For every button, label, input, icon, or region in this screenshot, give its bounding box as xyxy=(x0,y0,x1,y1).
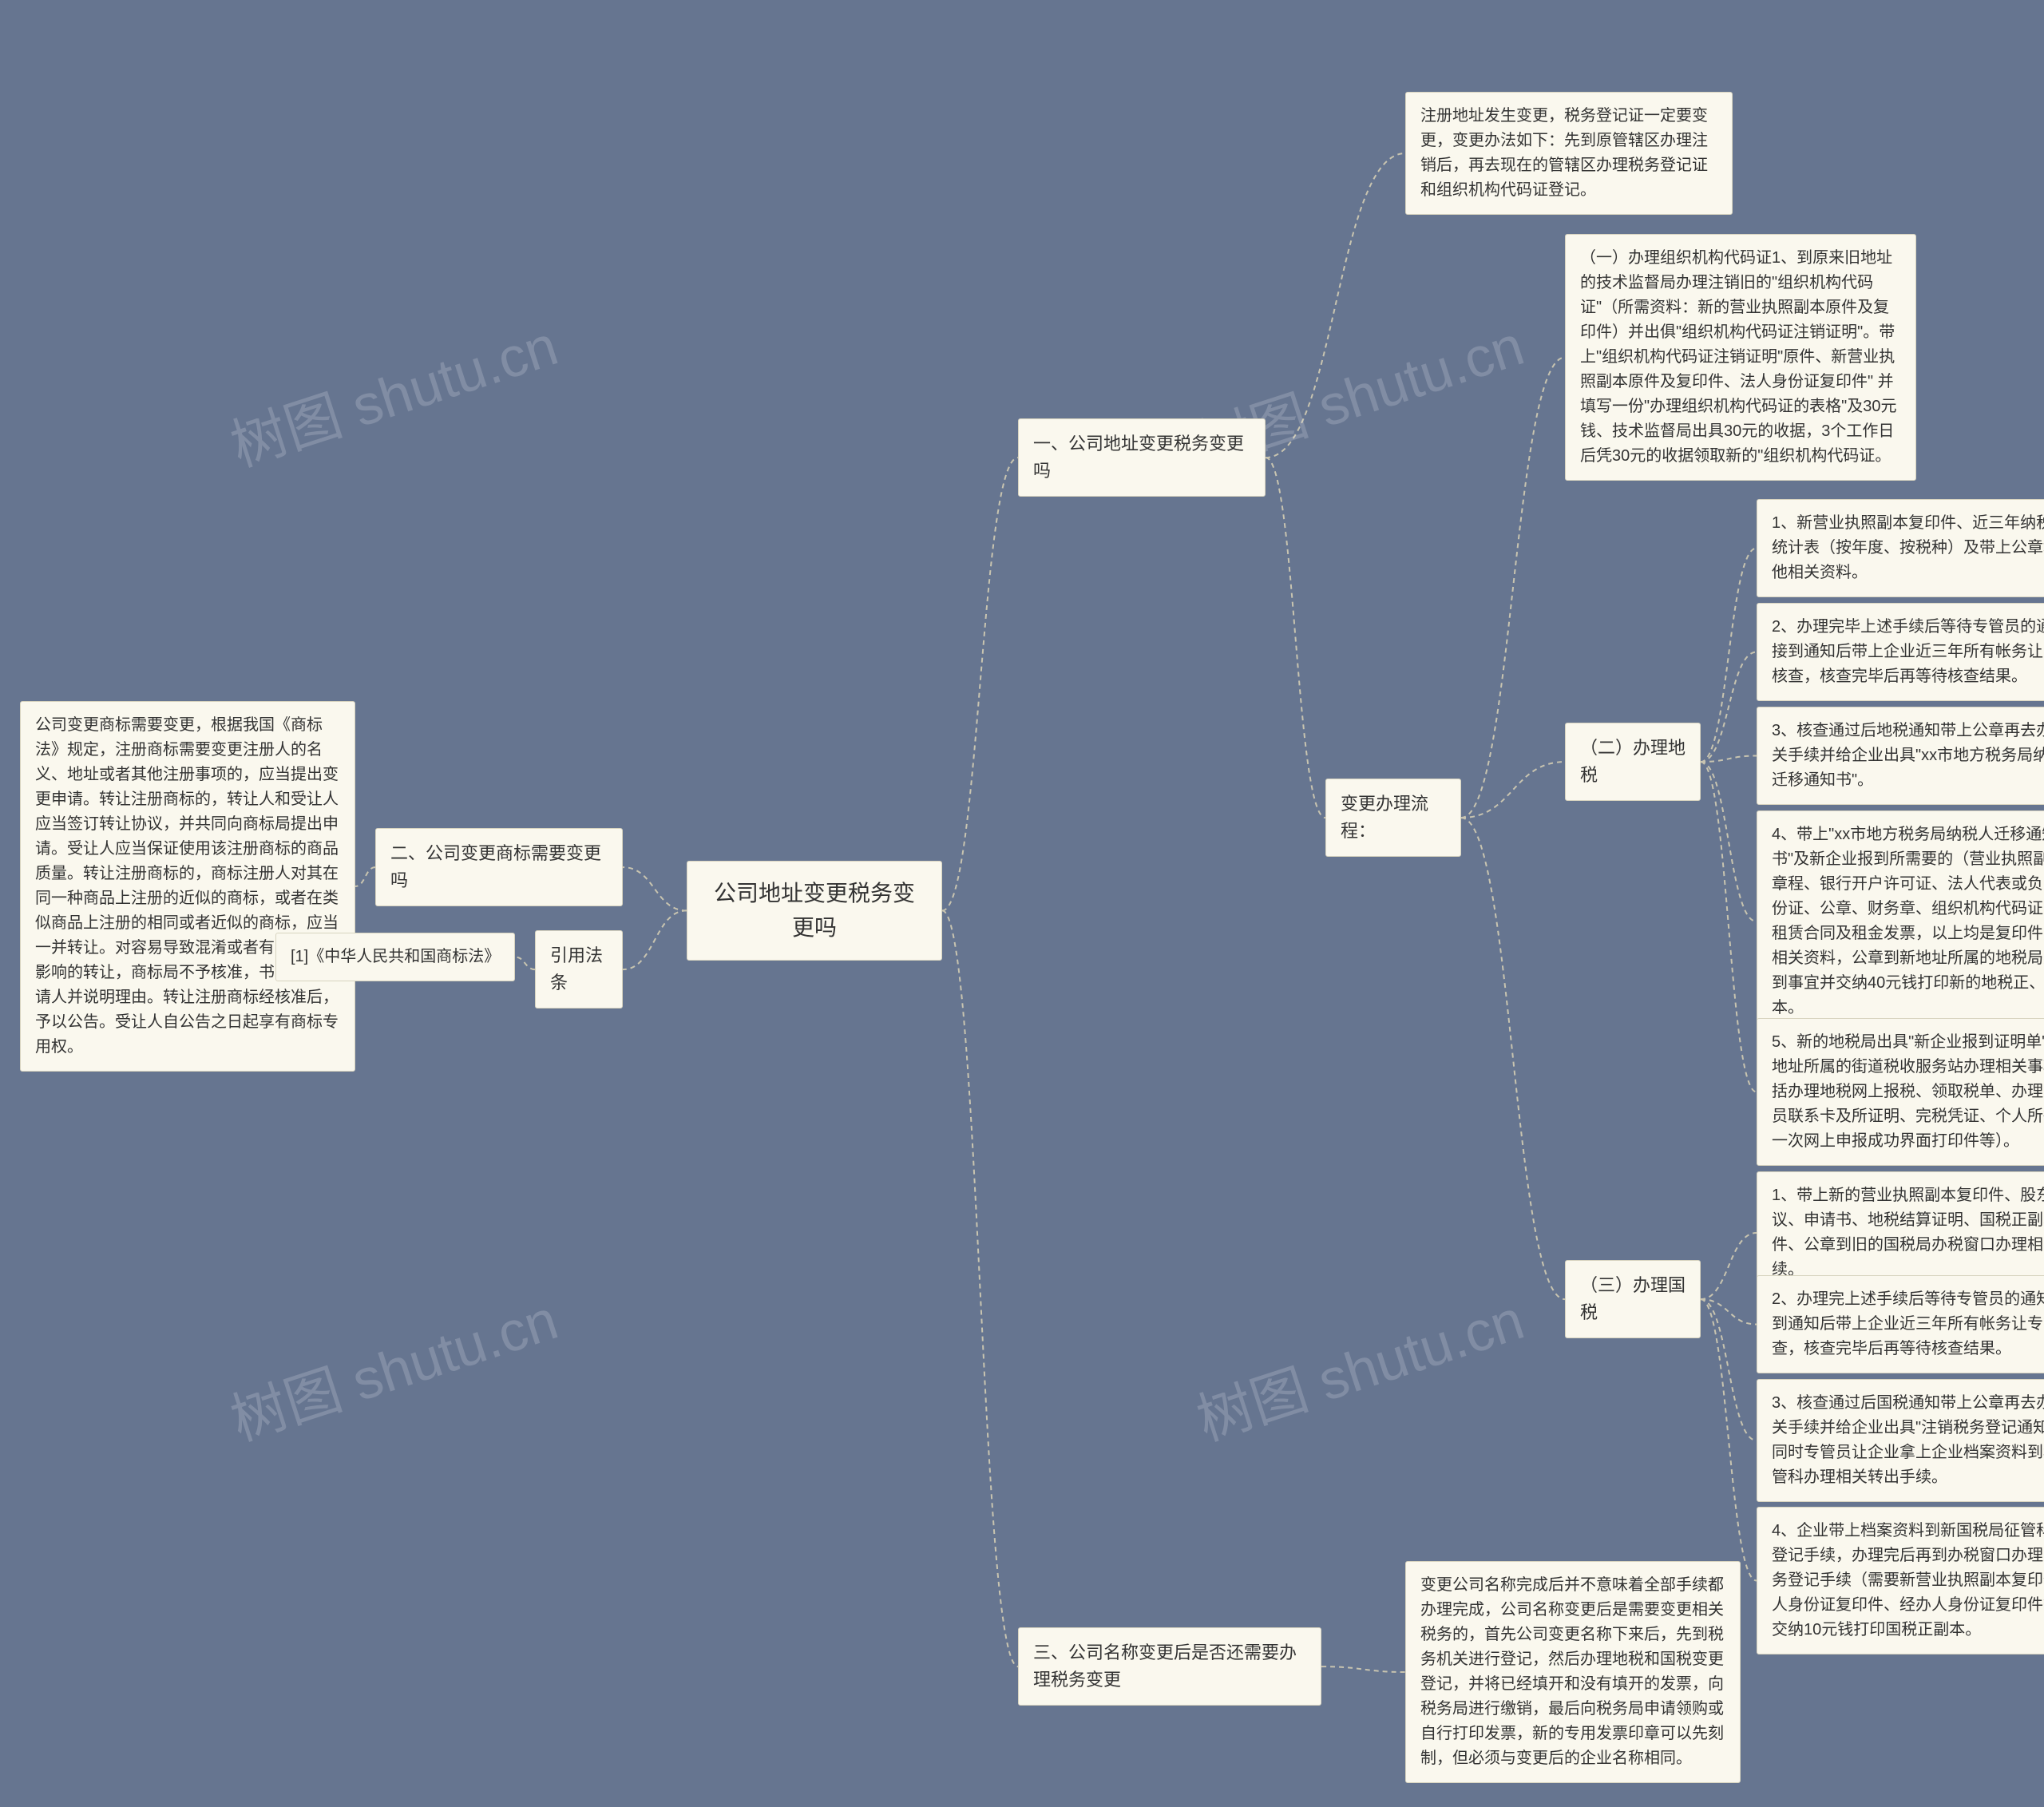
branch-address-tax[interactable]: 一、公司地址变更税务变更吗 xyxy=(1018,418,1266,497)
leaf-trademark-detail[interactable]: 公司变更商标需要变更，根据我国《商标法》规定，注册商标需要变更注册人的名义、地址… xyxy=(20,701,355,1072)
watermark: 树图 shutu.cn xyxy=(220,301,567,482)
leaf-local-tax-3[interactable]: 3、核查通过后地税通知带上公章再去办理相关手续并给企业出具"xx市地方税务局纳税… xyxy=(1757,707,2044,805)
leaf-national-tax-4[interactable]: 4、企业带上档案资料到新国税局征管科办理登记手续，办理完后再到办税窗口办理具体税… xyxy=(1757,1507,2044,1654)
leaf-local-tax-4[interactable]: 4、带上"xx市地方税务局纳税人迁移通知书"及新企业报到所需要的（营业执照副本、… xyxy=(1757,810,2044,1032)
node-change-process[interactable]: 变更办理流程： xyxy=(1325,779,1461,857)
watermark: 树图 shutu.cn xyxy=(1186,1275,1533,1456)
node-national-tax[interactable]: （三）办理国税 xyxy=(1565,1260,1701,1338)
leaf-national-tax-3[interactable]: 3、核查通过后国税通知带上公章再去办理相关手续并给企业出具"注销税务登记通知书"… xyxy=(1757,1379,2044,1502)
branch-citations[interactable]: 引用法条 xyxy=(535,930,623,1009)
root-node[interactable]: 公司地址变更税务变更吗 xyxy=(687,861,942,961)
node-local-tax[interactable]: （二）办理地税 xyxy=(1565,723,1701,801)
leaf-local-tax-1[interactable]: 1、新营业执照副本复印件、近三年纳税情况统计表（按年度、按税种）及带上公章填写其… xyxy=(1757,499,2044,597)
leaf-citation-1[interactable]: [1]《中华人民共和国商标法》 xyxy=(275,933,515,981)
leaf-address-change-intro[interactable]: 注册地址发生变更，税务登记证一定要变更，变更办法如下：先到原管辖区办理注销后，再… xyxy=(1405,92,1733,215)
leaf-local-tax-2[interactable]: 2、办理完毕上述手续后等待专管员的通知，接到通知后带上企业近三年所有帐务让专管员… xyxy=(1757,603,2044,701)
leaf-local-tax-5[interactable]: 5、新的地税局出具"新企业报到证明单"到新地址所属的街道税收服务站办理相关事项（… xyxy=(1757,1018,2044,1166)
leaf-org-code[interactable]: （一）办理组织机构代码证1、到原来旧地址的技术监督局办理注销旧的"组织机构代码证… xyxy=(1565,234,1916,481)
leaf-name-change-detail[interactable]: 变更公司名称完成后并不意味着全部手续都办理完成，公司名称变更后是需要变更相关税务… xyxy=(1405,1561,1741,1783)
watermark: 树图 shutu.cn xyxy=(220,1275,567,1456)
branch-trademark[interactable]: 二、公司变更商标需要变更吗 xyxy=(375,828,623,906)
leaf-national-tax-2[interactable]: 2、办理完上述手续后等待专管员的通知、接到通知后带上企业近三年所有帐务让专管员核… xyxy=(1757,1275,2044,1373)
branch-name-change[interactable]: 三、公司名称变更后是否还需要办理税务变更 xyxy=(1018,1627,1321,1706)
